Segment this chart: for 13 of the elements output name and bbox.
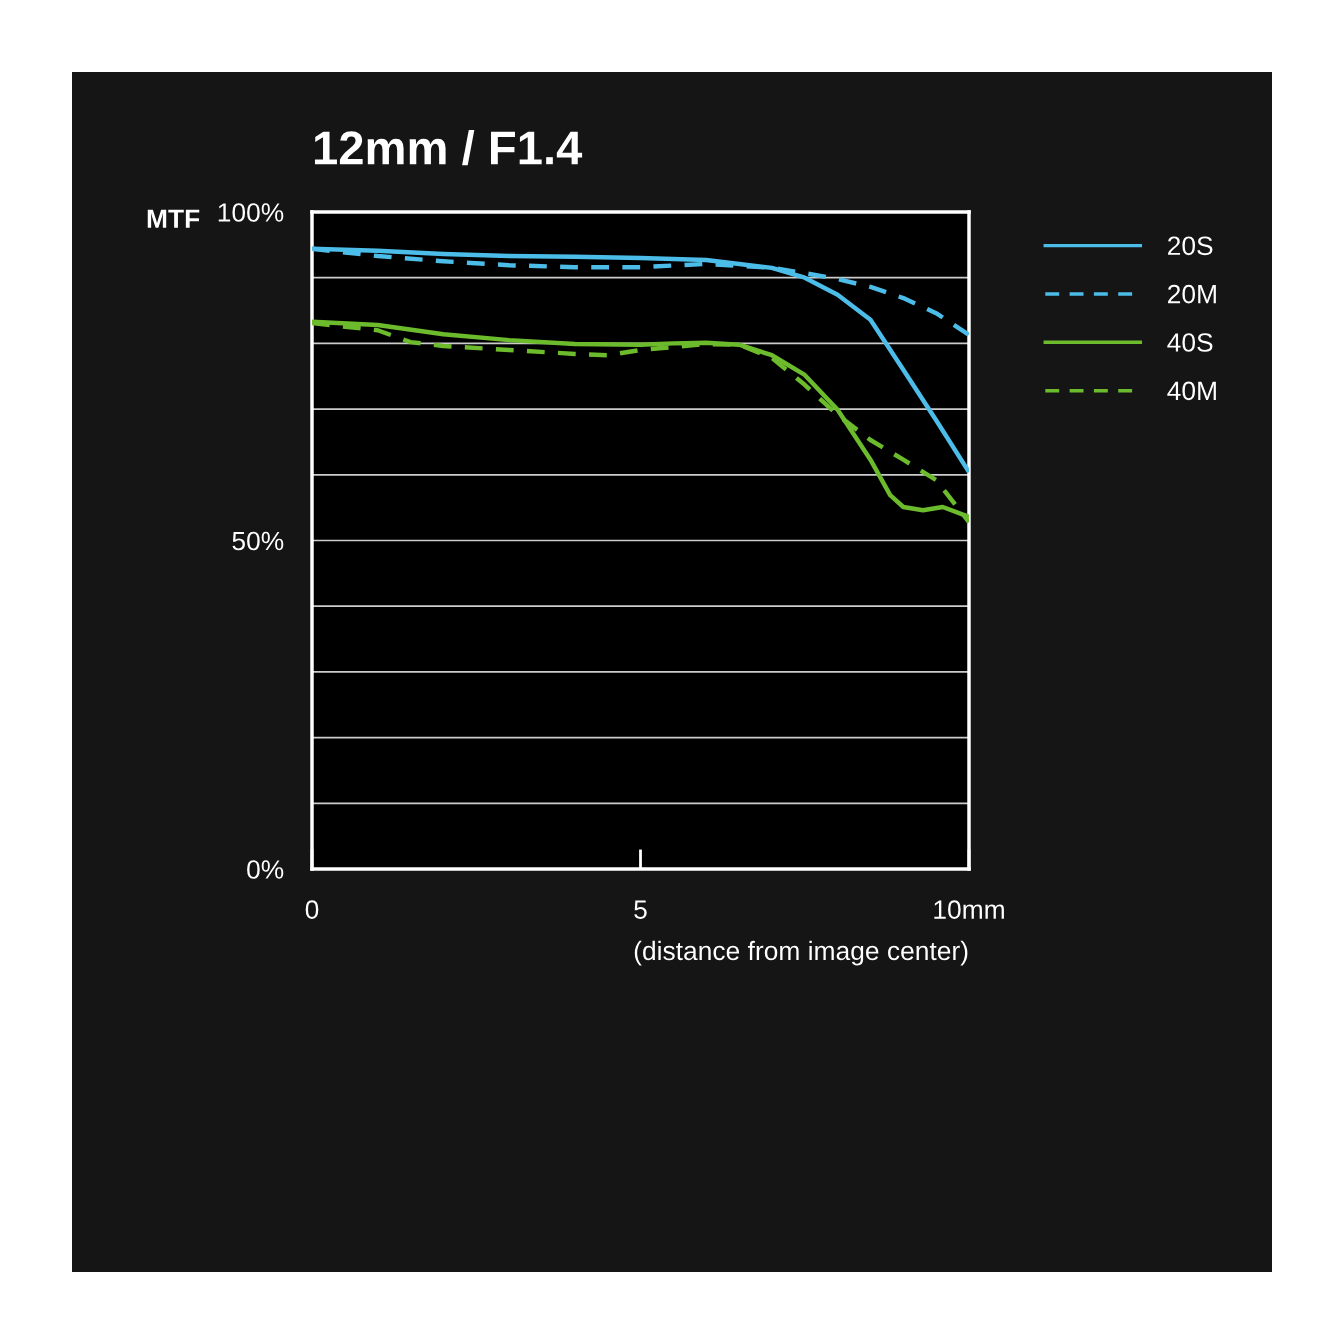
x-tick-label: 0 [305,900,319,919]
x-axis-title: (distance from image center) [634,940,968,966]
y-tick-label: 0% [247,860,284,879]
y-tick-label: 50% [232,531,284,551]
y-axis-title: MTF [147,209,200,228]
x-tick-label: 10mm [934,900,1004,919]
y-tick-label: 100% [218,203,284,222]
legend-label: 40M [1167,381,1216,401]
chart-title: 12mm / F1.4 [314,129,583,166]
legend-label: 40S [1167,333,1213,352]
legend-label: 20M [1168,284,1216,304]
legend-label: 20S [1168,236,1213,256]
x-tick-label: 5 [634,900,647,919]
